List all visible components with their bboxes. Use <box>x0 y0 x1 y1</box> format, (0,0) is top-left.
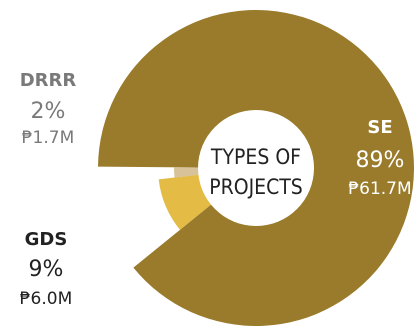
label-drrr-percent: 2% <box>31 99 66 124</box>
label-drrr-amount: ₱1.7M <box>22 128 75 148</box>
label-gds-amount: ₱6.0M <box>20 289 73 309</box>
slice-gds <box>158 174 213 230</box>
label-gds-name: GDS <box>25 229 68 250</box>
label-gds-percent: 9% <box>29 257 64 282</box>
slices-group <box>98 10 415 326</box>
center-title-line-2: PROJECTS <box>209 175 303 199</box>
slice-drrr <box>174 167 201 178</box>
label-se-amount: ₱61.7M <box>348 179 411 199</box>
center-title-line-1: TYPES OF <box>210 145 301 169</box>
slice-se <box>98 10 415 326</box>
label-se-name: SE <box>367 117 392 138</box>
label-se-percent: 89% <box>356 148 405 173</box>
label-drrr-name: DRRR <box>20 70 77 91</box>
donut-hole <box>198 110 314 226</box>
